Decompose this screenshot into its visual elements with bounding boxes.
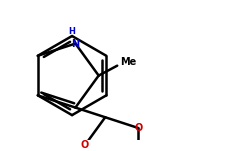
Text: N: N bbox=[71, 39, 79, 49]
Text: O: O bbox=[81, 140, 89, 150]
Text: H: H bbox=[68, 27, 75, 36]
Text: Me: Me bbox=[120, 57, 136, 67]
Text: O: O bbox=[134, 123, 142, 133]
